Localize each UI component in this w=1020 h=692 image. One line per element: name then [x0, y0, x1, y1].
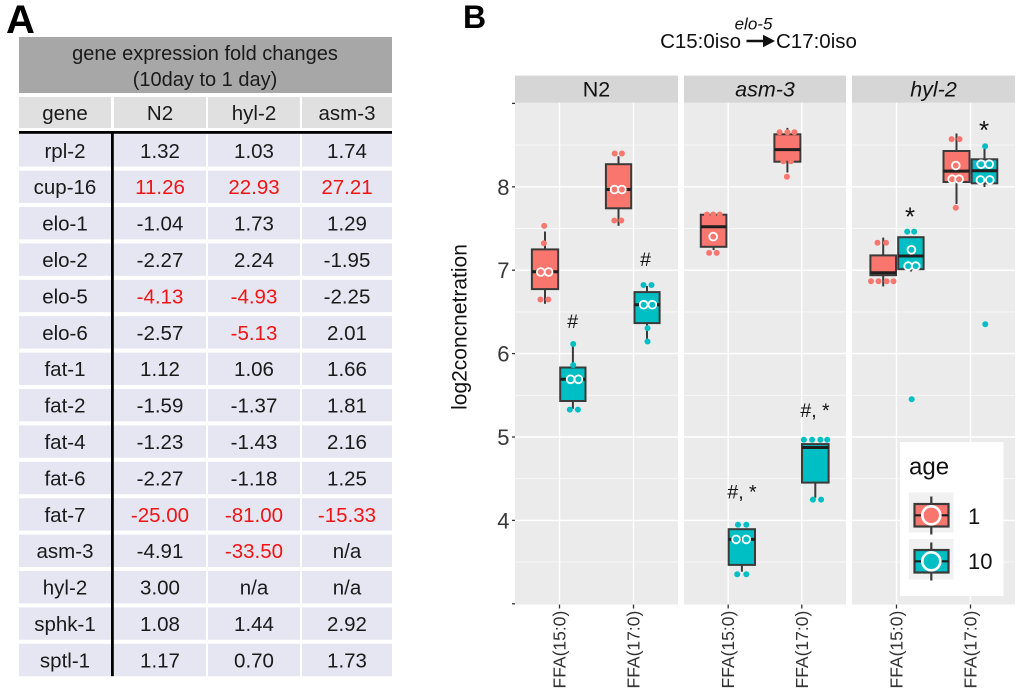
- svg-text:3.00: 3.00: [140, 577, 180, 600]
- svg-text:*: *: [905, 201, 915, 231]
- svg-text:n/a: n/a: [333, 540, 362, 563]
- svg-text:A: A: [6, 0, 35, 42]
- svg-text:asm-3: asm-3: [37, 540, 94, 563]
- svg-text:sptl-1: sptl-1: [40, 649, 90, 672]
- svg-text:-25.00: -25.00: [131, 504, 189, 527]
- svg-text:(10day to 1 day): (10day to 1 day): [133, 69, 278, 91]
- svg-text:1.08: 1.08: [140, 613, 180, 636]
- svg-text:rpl-2: rpl-2: [44, 140, 85, 163]
- svg-text:sphk-1: sphk-1: [34, 613, 96, 636]
- svg-text:7: 7: [497, 258, 509, 283]
- svg-text:22.93: 22.93: [228, 176, 279, 199]
- svg-text:-4.91: -4.91: [137, 540, 184, 563]
- svg-text:1.32: 1.32: [140, 140, 180, 163]
- svg-text:6: 6: [497, 342, 509, 367]
- svg-text:*: *: [979, 115, 989, 145]
- svg-text:1.17: 1.17: [140, 649, 180, 672]
- svg-text:8: 8: [497, 175, 509, 200]
- svg-text:-1.59: -1.59: [137, 395, 184, 418]
- svg-text:hyl-2: hyl-2: [910, 78, 957, 102]
- svg-text:-5.13: -5.13: [231, 322, 278, 345]
- svg-text:-4.13: -4.13: [137, 285, 184, 308]
- svg-text:11.26: 11.26: [135, 176, 185, 199]
- svg-text:fat-6: fat-6: [44, 467, 85, 490]
- svg-text:n/a: n/a: [333, 577, 362, 600]
- svg-text:#: #: [640, 249, 651, 271]
- svg-text:gene: gene: [42, 102, 88, 125]
- svg-text:FFA(17:0): FFA(17:0): [961, 611, 981, 689]
- svg-text:-1.43: -1.43: [231, 431, 278, 454]
- svg-text:elo-1: elo-1: [42, 213, 88, 236]
- svg-text:2.01: 2.01: [327, 322, 367, 345]
- svg-text:-1.23: -1.23: [137, 431, 184, 454]
- svg-text:1.03: 1.03: [234, 140, 274, 163]
- svg-text:FFA(17:0): FFA(17:0): [792, 611, 812, 689]
- svg-text:1.66: 1.66: [327, 358, 367, 381]
- svg-text:2.92: 2.92: [327, 613, 367, 636]
- svg-text:C15:0iso: C15:0iso: [660, 30, 741, 53]
- svg-text:FFA(15:0): FFA(15:0): [887, 611, 907, 689]
- svg-text:0.70: 0.70: [234, 649, 274, 672]
- svg-text:-1.95: -1.95: [324, 249, 371, 272]
- svg-text:asm-3: asm-3: [735, 78, 795, 102]
- svg-text:5: 5: [497, 425, 509, 450]
- svg-text:#: #: [567, 311, 578, 333]
- svg-text:27.21: 27.21: [321, 176, 372, 199]
- svg-text:elo-6: elo-6: [42, 322, 88, 345]
- svg-text:-15.33: -15.33: [318, 504, 376, 527]
- svg-text:FFA(15:0): FFA(15:0): [550, 611, 570, 689]
- svg-text:1.06: 1.06: [234, 358, 274, 381]
- svg-text:fat-1: fat-1: [44, 358, 85, 381]
- svg-text:1.74: 1.74: [327, 140, 367, 163]
- svg-text:N2: N2: [583, 78, 610, 102]
- svg-text:fat-2: fat-2: [44, 395, 85, 418]
- svg-text:-1.18: -1.18: [231, 467, 278, 490]
- svg-text:1.29: 1.29: [327, 213, 367, 236]
- svg-text:-1.37: -1.37: [231, 395, 278, 418]
- svg-text:2.24: 2.24: [234, 249, 274, 272]
- svg-text:elo-5: elo-5: [735, 15, 773, 34]
- svg-text:C17:0iso: C17:0iso: [776, 30, 857, 53]
- svg-text:N2: N2: [147, 102, 173, 125]
- svg-text:n/a: n/a: [240, 577, 269, 600]
- svg-text:cup-16: cup-16: [34, 176, 97, 199]
- svg-text:elo-2: elo-2: [42, 249, 88, 272]
- svg-text:hyl-2: hyl-2: [43, 577, 87, 600]
- svg-text:-1.04: -1.04: [137, 213, 184, 236]
- svg-text:#, *: #, *: [800, 400, 830, 422]
- svg-text:1: 1: [968, 504, 980, 529]
- svg-text:log2concnetration: log2concnetration: [449, 244, 472, 410]
- svg-text:-2.27: -2.27: [137, 467, 184, 490]
- svg-text:1.25: 1.25: [327, 467, 367, 490]
- svg-text:4: 4: [497, 508, 509, 533]
- svg-text:elo-5: elo-5: [42, 285, 88, 308]
- svg-text:-2.57: -2.57: [137, 322, 184, 345]
- svg-text:10: 10: [968, 549, 992, 574]
- svg-text:fat-4: fat-4: [44, 431, 85, 454]
- svg-text:asm-3: asm-3: [319, 102, 376, 125]
- svg-text:-81.00: -81.00: [225, 504, 283, 527]
- svg-text:gene expression fold changes: gene expression fold changes: [72, 43, 338, 65]
- svg-text:1.73: 1.73: [234, 213, 274, 236]
- svg-text:1.73: 1.73: [327, 649, 367, 672]
- svg-text:1.44: 1.44: [234, 613, 274, 636]
- svg-text:age: age: [909, 454, 949, 481]
- svg-text:-4.93: -4.93: [231, 285, 278, 308]
- svg-text:-33.50: -33.50: [225, 540, 283, 563]
- svg-text:FFA(15:0): FFA(15:0): [718, 611, 738, 689]
- svg-text:FFA(17:0): FFA(17:0): [624, 611, 644, 689]
- svg-text:1.81: 1.81: [327, 395, 367, 418]
- svg-text:-2.25: -2.25: [324, 285, 371, 308]
- svg-text:1.12: 1.12: [140, 358, 180, 381]
- svg-text:-2.27: -2.27: [137, 249, 184, 272]
- svg-text:2.16: 2.16: [327, 431, 367, 454]
- svg-text:fat-7: fat-7: [44, 504, 85, 527]
- svg-text:B: B: [463, 0, 486, 35]
- svg-text:#, *: #, *: [727, 482, 757, 504]
- svg-text:hyl-2: hyl-2: [232, 102, 276, 125]
